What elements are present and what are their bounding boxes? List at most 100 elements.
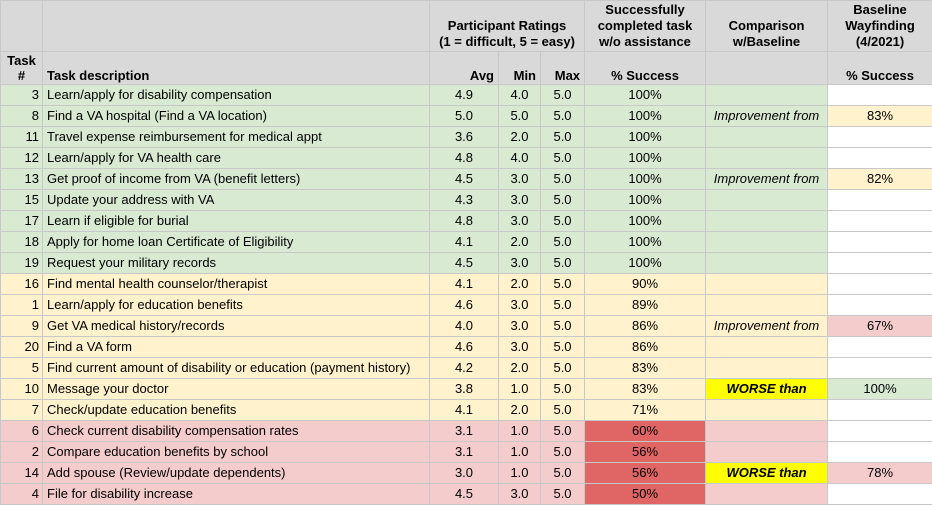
avg-rating-cell[interactable]: 4.1 [429, 231, 499, 253]
avg-rating-cell[interactable]: 4.6 [429, 294, 499, 316]
max-rating-cell[interactable]: 5.0 [539, 420, 586, 442]
avg-rating-cell[interactable]: 4.5 [429, 483, 499, 505]
comparison-cell[interactable] [705, 231, 829, 253]
max-rating-cell[interactable]: 5.0 [539, 231, 586, 253]
avg-rating-cell[interactable]: 4.9 [429, 84, 499, 106]
task-number-cell[interactable]: 8 [0, 105, 43, 127]
baseline-pct-cell[interactable] [827, 294, 932, 316]
success-pct-cell[interactable]: 83% [584, 357, 707, 379]
task-description-cell[interactable]: Find mental health counselor/therapist [42, 273, 430, 295]
avg-rating-cell[interactable]: 5.0 [429, 105, 499, 127]
task-number-cell[interactable]: 4 [0, 483, 43, 505]
task-number-cell[interactable]: 16 [0, 273, 43, 295]
comparison-cell[interactable] [705, 420, 829, 442]
success-pct-cell[interactable]: 71% [584, 399, 707, 421]
task-description-cell[interactable]: Find current amount of disability or edu… [42, 357, 430, 379]
success-pct-cell[interactable]: 100% [584, 252, 707, 274]
max-rating-cell[interactable]: 5.0 [539, 357, 586, 379]
task-number-cell[interactable]: 11 [0, 126, 43, 148]
success-pct-cell[interactable]: 90% [584, 273, 707, 295]
comparison-cell[interactable]: Improvement from [705, 105, 829, 127]
comparison-cell[interactable] [705, 84, 829, 106]
min-rating-cell[interactable]: 3.0 [498, 336, 541, 358]
task-description-cell[interactable]: Learn/apply for VA health care [42, 147, 430, 169]
task-number-cell[interactable]: 12 [0, 147, 43, 169]
min-rating-cell[interactable]: 3.0 [498, 189, 541, 211]
max-rating-cell[interactable]: 5.0 [539, 147, 586, 169]
task-number-cell[interactable]: 17 [0, 210, 43, 232]
min-rating-cell[interactable]: 1.0 [498, 441, 541, 463]
success-pct-cell[interactable]: 86% [584, 315, 707, 337]
comparison-cell[interactable]: Improvement from [705, 168, 829, 190]
comparison-cell[interactable] [705, 357, 829, 379]
task-number-cell[interactable]: 9 [0, 315, 43, 337]
min-rating-cell[interactable]: 2.0 [498, 126, 541, 148]
task-description-cell[interactable]: Find a VA form [42, 336, 430, 358]
comparison-cell[interactable]: WORSE than [705, 378, 829, 400]
min-rating-cell[interactable]: 5.0 [498, 105, 541, 127]
success-pct-cell[interactable]: 100% [584, 126, 707, 148]
max-rating-cell[interactable]: 5.0 [539, 84, 586, 106]
min-rating-cell[interactable]: 2.0 [498, 357, 541, 379]
baseline-pct-cell[interactable]: 67% [827, 315, 932, 337]
task-number-cell[interactable]: 10 [0, 378, 43, 400]
min-rating-cell[interactable]: 1.0 [498, 378, 541, 400]
task-description-cell[interactable]: Check current disability compensation ra… [42, 420, 430, 442]
baseline-pct-cell[interactable] [827, 252, 932, 274]
task-number-cell[interactable]: 13 [0, 168, 43, 190]
success-pct-cell[interactable]: 100% [584, 189, 707, 211]
task-description-cell[interactable]: Learn/apply for disability compensation [42, 84, 430, 106]
success-pct-cell[interactable]: 56% [584, 441, 707, 463]
min-rating-cell[interactable]: 3.0 [498, 483, 541, 505]
task-number-cell[interactable]: 1 [0, 294, 43, 316]
baseline-pct-cell[interactable] [827, 483, 932, 505]
task-description-cell[interactable]: Find a VA hospital (Find a VA location) [42, 105, 430, 127]
min-rating-cell[interactable]: 4.0 [498, 147, 541, 169]
task-description-cell[interactable]: Learn/apply for education benefits [42, 294, 430, 316]
task-number-cell[interactable]: 15 [0, 189, 43, 211]
avg-rating-cell[interactable]: 4.5 [429, 168, 499, 190]
max-rating-cell[interactable]: 5.0 [539, 399, 586, 421]
comparison-cell[interactable] [705, 273, 829, 295]
task-number-cell[interactable]: 7 [0, 399, 43, 421]
comparison-cell[interactable] [705, 126, 829, 148]
baseline-pct-cell[interactable] [827, 336, 932, 358]
max-rating-cell[interactable]: 5.0 [539, 210, 586, 232]
baseline-pct-cell[interactable] [827, 189, 932, 211]
avg-rating-cell[interactable]: 3.0 [429, 462, 499, 484]
baseline-pct-cell[interactable]: 83% [827, 105, 932, 127]
avg-rating-cell[interactable]: 4.6 [429, 336, 499, 358]
comparison-cell[interactable] [705, 441, 829, 463]
min-rating-cell[interactable]: 3.0 [498, 168, 541, 190]
max-rating-cell[interactable]: 5.0 [539, 168, 586, 190]
baseline-pct-cell[interactable]: 82% [827, 168, 932, 190]
min-rating-cell[interactable]: 4.0 [498, 84, 541, 106]
baseline-pct-cell[interactable] [827, 357, 932, 379]
task-description-cell[interactable]: Travel expense reimbursement for medical… [42, 126, 430, 148]
min-rating-cell[interactable]: 2.0 [498, 273, 541, 295]
comparison-cell[interactable] [705, 294, 829, 316]
task-description-cell[interactable]: Add spouse (Review/update dependents) [42, 462, 430, 484]
task-description-cell[interactable]: Apply for home loan Certificate of Eligi… [42, 231, 430, 253]
min-rating-cell[interactable]: 3.0 [498, 210, 541, 232]
success-pct-cell[interactable]: 100% [584, 168, 707, 190]
comparison-cell[interactable] [705, 399, 829, 421]
avg-rating-cell[interactable]: 4.1 [429, 399, 499, 421]
baseline-pct-cell[interactable] [827, 84, 932, 106]
baseline-pct-cell[interactable] [827, 147, 932, 169]
baseline-pct-cell[interactable]: 100% [827, 378, 932, 400]
max-rating-cell[interactable]: 5.0 [539, 273, 586, 295]
task-description-cell[interactable]: Compare education benefits by school [42, 441, 430, 463]
success-pct-cell[interactable]: 100% [584, 147, 707, 169]
max-rating-cell[interactable]: 5.0 [539, 483, 586, 505]
comparison-cell[interactable] [705, 336, 829, 358]
success-pct-cell[interactable]: 100% [584, 210, 707, 232]
task-number-cell[interactable]: 5 [0, 357, 43, 379]
avg-rating-cell[interactable]: 3.1 [429, 441, 499, 463]
avg-rating-cell[interactable]: 4.2 [429, 357, 499, 379]
max-rating-cell[interactable]: 5.0 [539, 315, 586, 337]
max-rating-cell[interactable]: 5.0 [539, 126, 586, 148]
baseline-pct-cell[interactable] [827, 126, 932, 148]
success-pct-cell[interactable]: 100% [584, 105, 707, 127]
min-rating-cell[interactable]: 3.0 [498, 252, 541, 274]
